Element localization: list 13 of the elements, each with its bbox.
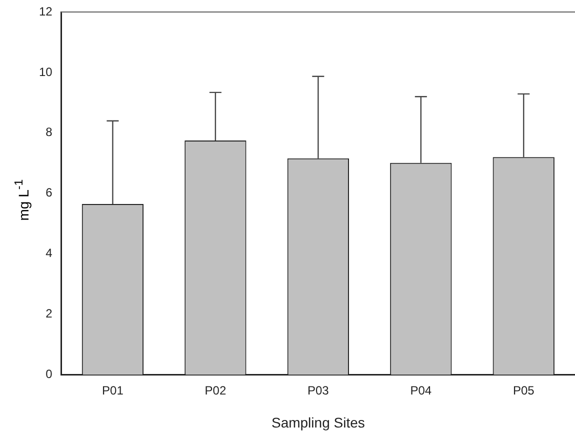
x-axis-title: Sampling Sites bbox=[271, 414, 365, 430]
y-tick-label: 12 bbox=[38, 4, 53, 18]
y-tick-label: 0 bbox=[46, 367, 53, 382]
x-tick-label: P05 bbox=[512, 383, 535, 398]
y-tick-label: 2 bbox=[46, 306, 53, 321]
y-tick-label: 6 bbox=[46, 186, 53, 200]
x-tick-label: P03 bbox=[307, 383, 330, 398]
x-tick-label: P04 bbox=[410, 383, 432, 398]
y-tick-label: 10 bbox=[38, 64, 53, 79]
y-tick-label: 4 bbox=[46, 246, 53, 260]
x-tick-label: P02 bbox=[204, 383, 226, 398]
x-tick-label: P01 bbox=[102, 383, 124, 398]
y-tick-label: 8 bbox=[46, 125, 53, 140]
